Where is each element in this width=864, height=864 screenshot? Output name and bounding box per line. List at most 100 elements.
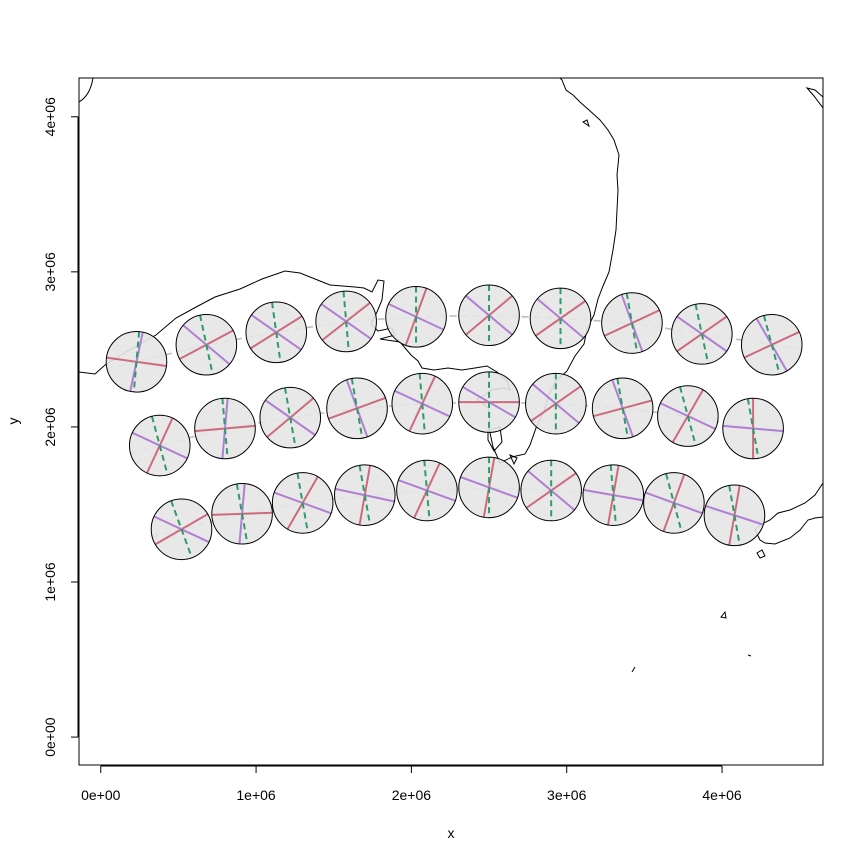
indicatrix-outline: [458, 456, 520, 519]
green-meridian-line: [728, 485, 741, 546]
y-tick-label: 0e+00: [42, 717, 58, 757]
indicatrix-outline: [175, 313, 238, 376]
indicatrix-top-10: [740, 313, 803, 376]
indicatrix-outline: [458, 371, 520, 433]
indicatrix-outline: [671, 303, 733, 365]
indicatrix-outline: [396, 459, 458, 522]
indicatrix-bottom-5: [396, 459, 458, 522]
y-tick-label: 1e+06: [42, 562, 58, 602]
green-meridian-line: [150, 416, 169, 476]
indicatrix-outline: [245, 301, 308, 364]
indicatrix-top-3: [245, 301, 308, 364]
indicatrix-top-1: [105, 331, 168, 393]
indicatrix-outline: [128, 414, 191, 477]
indicatrix-discs-layer: [105, 284, 803, 561]
x-tick-label: 2e+06: [392, 787, 432, 803]
coastline-top-left: [79, 78, 94, 103]
x-tick-label: 1e+06: [236, 787, 276, 803]
indicatrix-bottom-6: [458, 456, 520, 519]
indicatrix-outline: [334, 464, 396, 526]
indicatrix-outline: [657, 385, 719, 447]
indicatrix-top-6: [458, 284, 520, 347]
green-meridian-line: [283, 387, 297, 448]
x-tick-label: 3e+06: [547, 787, 587, 803]
indicatrix-outline: [520, 459, 582, 522]
green-meridian-line: [358, 465, 372, 526]
green-meridian-line: [296, 472, 309, 533]
indicatrix-middle-1: [128, 414, 191, 477]
x-tick-label: 4e+06: [702, 787, 742, 803]
indicatrix-outline: [211, 482, 273, 545]
indicatrix-outline: [601, 292, 663, 354]
parallel-curve-top: [106, 314, 802, 370]
indicatrix-outline: [150, 498, 213, 561]
indicatrix-outline: [259, 386, 322, 449]
coastline-right-top: [805, 87, 823, 109]
green-meridian-line: [342, 291, 350, 352]
green-meridian-line: [418, 373, 426, 434]
indicatrix-bottom-1: [150, 498, 213, 561]
indicatrix-middle-2: [194, 397, 256, 460]
indicatrix-bottom-4: [334, 464, 396, 526]
coastline-right-bottom: [754, 482, 823, 545]
green-meridian-line: [170, 500, 193, 559]
indicatrix-top-2: [175, 313, 238, 376]
green-meridian-line: [423, 460, 431, 521]
indicatrix-outline: [740, 313, 803, 376]
indicatrix-middle-8: [591, 377, 654, 440]
green-meridian-line: [746, 398, 760, 459]
green-meridian-line: [132, 331, 141, 393]
y-tick-label: 4e+06: [42, 97, 58, 137]
green-meridian-line: [665, 473, 683, 533]
green-meridian-line: [235, 483, 249, 544]
green-meridian-line: [762, 315, 781, 375]
indicatrix-outline: [525, 372, 587, 435]
green-meridian-line: [616, 378, 629, 439]
coastline-island-7: [747, 654, 752, 657]
indicatrix-outline: [385, 286, 447, 348]
coastline-island-1: [582, 119, 590, 128]
indicatrix-bottom-10: [703, 484, 766, 547]
indicatrix-outline: [391, 372, 454, 435]
indicatrix-outline: [529, 287, 592, 350]
y-axis-title: y: [5, 418, 21, 425]
indicatrix-middle-10: [722, 397, 784, 460]
indicatrix-outline: [315, 290, 377, 353]
indicatrix-outline: [582, 464, 645, 526]
indicatrix-middle-6: [458, 371, 520, 433]
y-tick-label: 2e+06: [42, 407, 58, 447]
indicatrix-outline: [722, 397, 784, 460]
plot-frame: [78, 77, 824, 766]
green-meridian-line: [271, 302, 282, 363]
indicatrix-middle-7: [525, 372, 587, 435]
indicatrix-top-9: [671, 303, 733, 365]
green-meridian-line: [609, 464, 617, 526]
coastline-island-5: [720, 610, 727, 619]
green-meridian-line: [199, 314, 214, 375]
indicatrix-bottom-2: [211, 482, 273, 545]
coastline-layer: [79, 78, 823, 673]
coastline-island-3: [509, 454, 518, 466]
indicatrix-middle-9: [657, 385, 719, 447]
x-tick-label: 0e+00: [81, 787, 121, 803]
indicatrix-middle-5: [391, 372, 454, 435]
indicatrix-outline: [458, 284, 520, 347]
indicatrix-outline: [326, 377, 388, 440]
indicatrix-bottom-7: [520, 459, 582, 522]
indicatrix-outline: [703, 484, 766, 547]
indicatrix-outline: [271, 472, 334, 534]
green-meridian-line: [350, 378, 364, 439]
green-meridian-line: [694, 304, 710, 364]
indicatrix-outline: [194, 397, 256, 460]
indicatrix-bottom-3: [271, 472, 334, 534]
indicatrix-top-8: [601, 292, 663, 354]
x-axis-title: x: [448, 825, 455, 841]
indicatrix-outline: [105, 331, 168, 393]
coastline-island-4: [756, 549, 766, 559]
x-axis: 0e+00 1e+06 2e+06 3e+06 4e+06: [81, 765, 742, 803]
green-meridian-line: [679, 386, 697, 446]
indicatrix-top-4: [315, 290, 377, 353]
indicatrix-outline: [643, 472, 705, 534]
coastline-island-6: [631, 666, 636, 673]
